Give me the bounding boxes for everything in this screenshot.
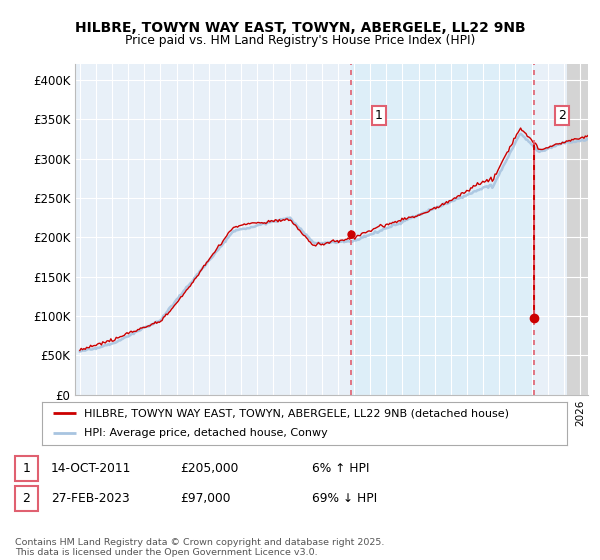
Bar (567, 64, 588, 395)
Text: 1: 1 (22, 462, 31, 475)
Text: £97,000: £97,000 (180, 492, 230, 505)
Bar (350, 64, 534, 395)
Text: Price paid vs. HM Land Registry's House Price Index (HPI): Price paid vs. HM Land Registry's House … (125, 34, 475, 46)
Text: 2: 2 (559, 109, 566, 122)
Text: HILBRE, TOWYN WAY EAST, TOWYN, ABERGELE, LL22 9NB (detached house): HILBRE, TOWYN WAY EAST, TOWYN, ABERGELE,… (84, 408, 509, 418)
Text: 1: 1 (375, 109, 383, 122)
Bar (75, 64, 350, 395)
Text: 2: 2 (22, 492, 31, 505)
Bar (567, 64, 588, 395)
Text: 6% ↑ HPI: 6% ↑ HPI (312, 462, 370, 475)
Text: £205,000: £205,000 (180, 462, 238, 475)
Bar (350, 64, 534, 395)
Text: HPI: Average price, detached house, Conwy: HPI: Average price, detached house, Conw… (84, 428, 328, 438)
Bar (534, 64, 567, 395)
Text: 27-FEB-2023: 27-FEB-2023 (51, 492, 130, 505)
Text: HILBRE, TOWYN WAY EAST, TOWYN, ABERGELE, LL22 9NB: HILBRE, TOWYN WAY EAST, TOWYN, ABERGELE,… (74, 21, 526, 35)
Text: 14-OCT-2011: 14-OCT-2011 (51, 462, 131, 475)
Text: Contains HM Land Registry data © Crown copyright and database right 2025.
This d: Contains HM Land Registry data © Crown c… (15, 538, 385, 557)
Text: 69% ↓ HPI: 69% ↓ HPI (312, 492, 377, 505)
